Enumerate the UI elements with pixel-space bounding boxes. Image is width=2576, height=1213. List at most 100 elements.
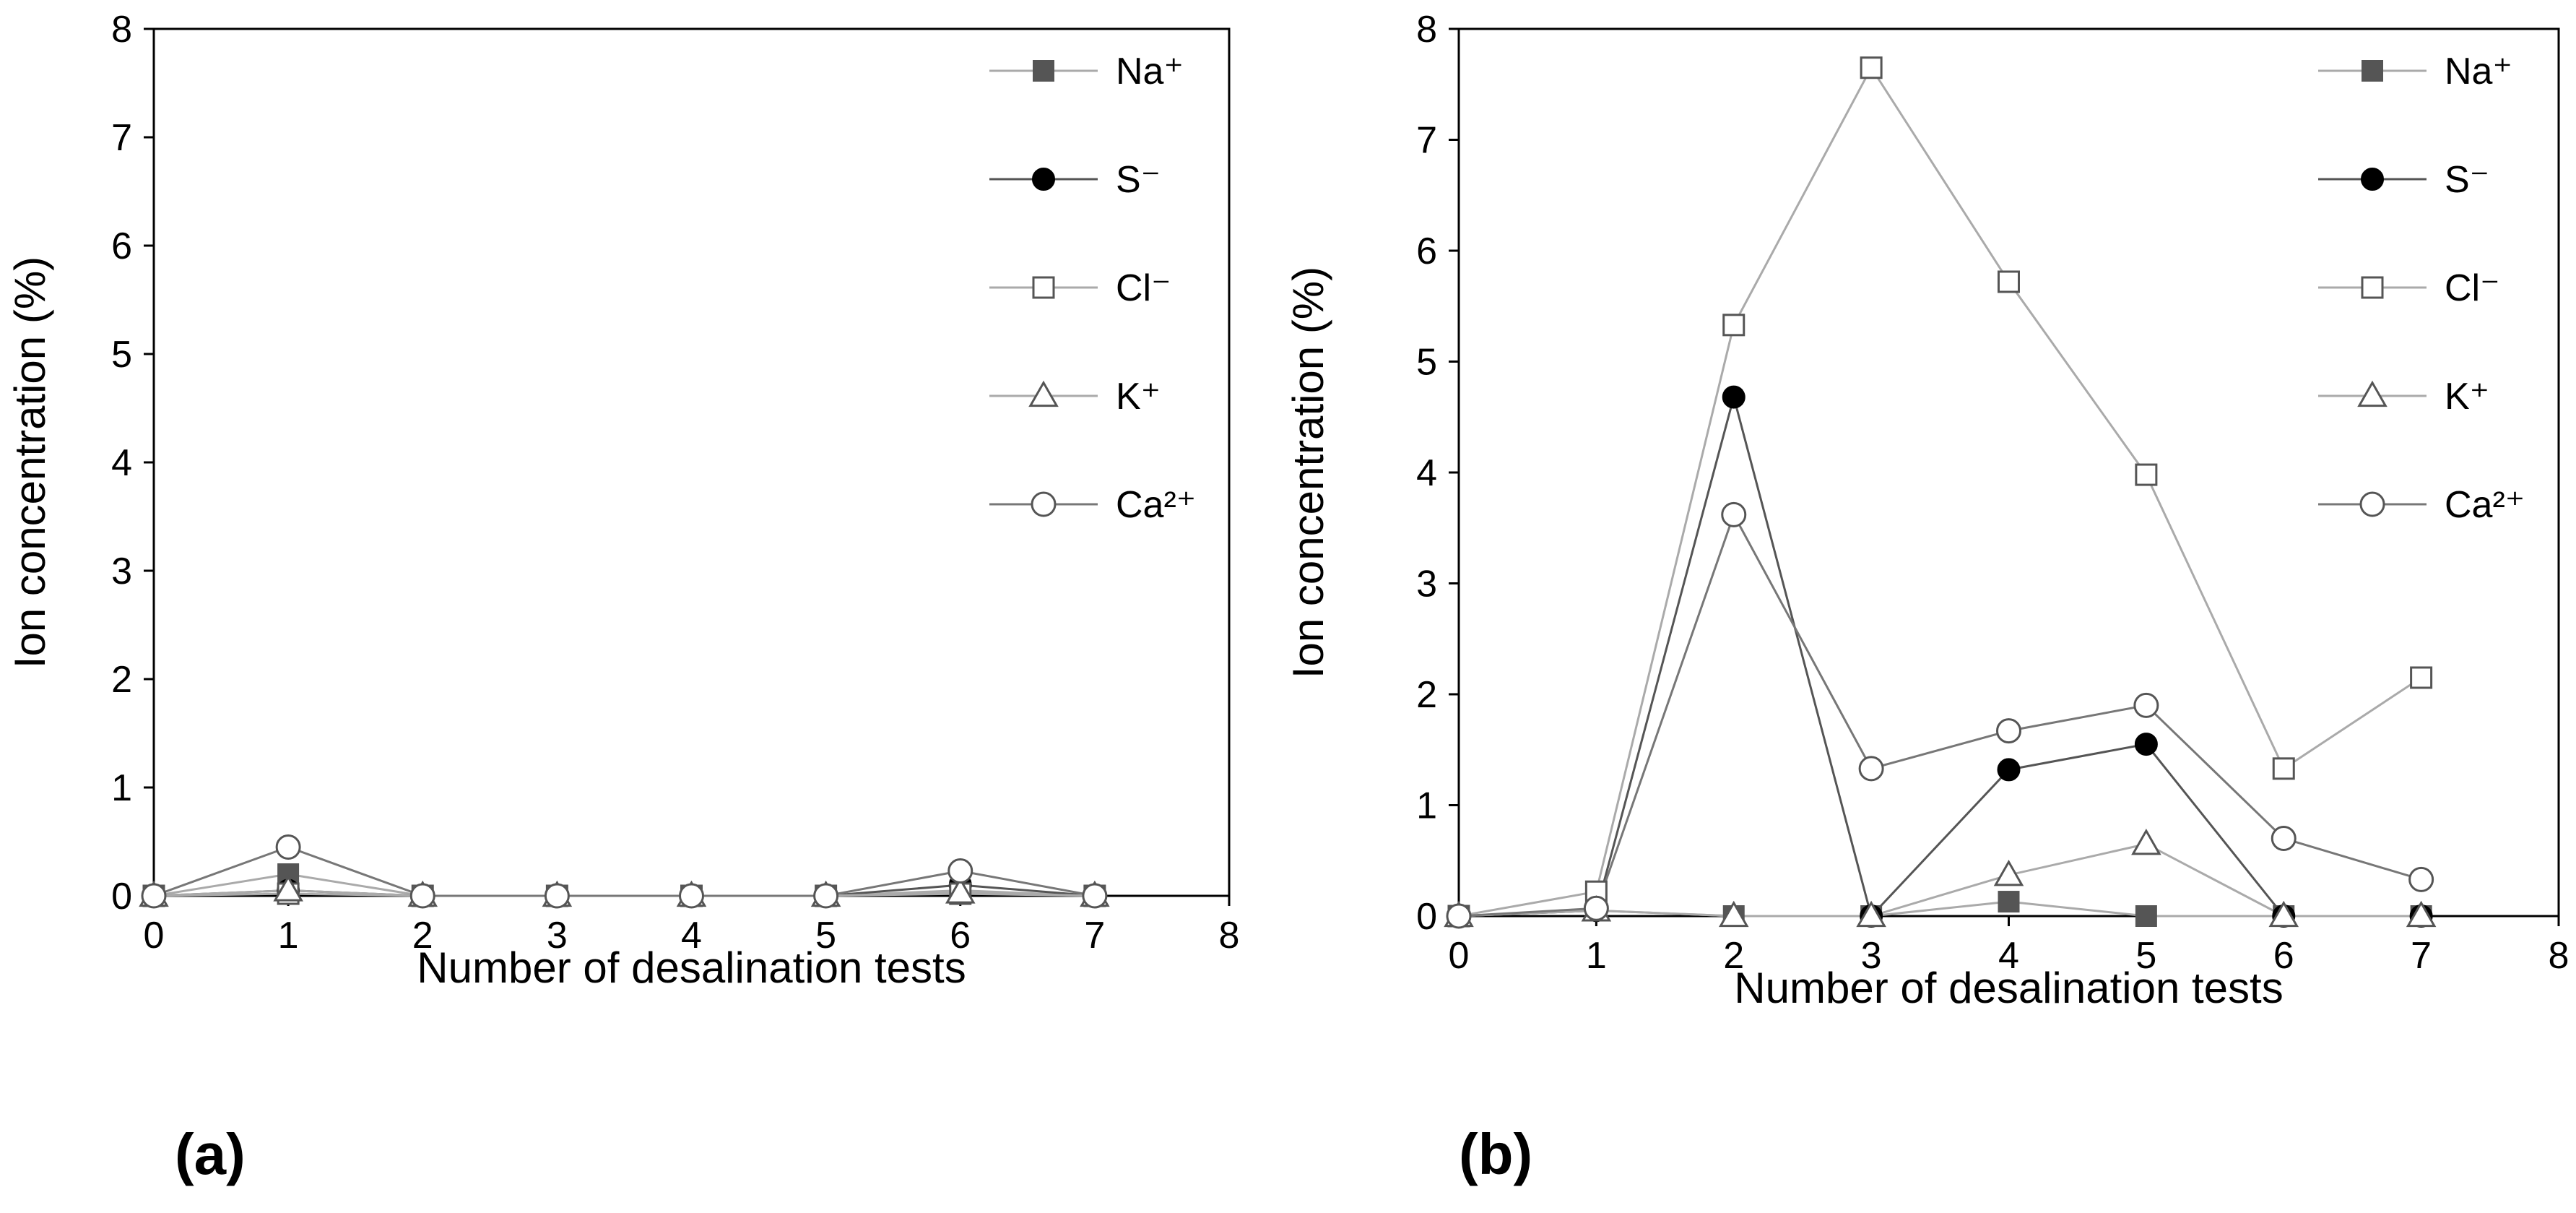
data-point	[1721, 501, 1747, 527]
y-tick-label: 5	[1416, 342, 1437, 384]
y-tick-label: 8	[1416, 9, 1437, 51]
panel-label: (a)	[175, 1122, 246, 1186]
legend-marker	[2361, 168, 2384, 191]
legend-marker	[2357, 380, 2388, 407]
data-point	[2133, 692, 2159, 718]
series-line-1	[1458, 392, 2421, 918]
series-line-4	[153, 845, 1096, 897]
data-point	[1996, 718, 2021, 744]
legend-label: Ca²⁺	[1116, 484, 1196, 526]
y-tick-label: 0	[111, 876, 132, 918]
series-line-3	[1458, 842, 2421, 918]
x-axis-title: Number of desalination tests	[417, 944, 966, 992]
data-point	[947, 858, 973, 884]
x-tick-label: 1	[278, 915, 299, 957]
legend-marker	[1032, 276, 1055, 299]
x-tick-label: 6	[2273, 935, 2294, 977]
data-point	[2135, 463, 2158, 486]
legend-marker	[1032, 168, 1055, 191]
x-tick-label: 8	[2549, 935, 2570, 977]
y-tick-label: 3	[111, 551, 132, 592]
data-point	[1998, 891, 2020, 913]
y-tick-label: 8	[111, 9, 132, 51]
chart-panel-a: 0 1 2 3 4 5 6 7 8 0 1 2 3 4 5 6 7 8 Number of desalination…	[6, 9, 1239, 1186]
x-tick-label: 3	[547, 915, 568, 957]
y-tick-label: 1	[1416, 785, 1437, 827]
x-tick-label: 2	[412, 915, 433, 957]
data-point	[2271, 826, 2297, 852]
y-tick-label: 7	[111, 117, 132, 159]
y-tick-label: 4	[1416, 452, 1437, 494]
x-tick-label: 4	[1998, 935, 2019, 977]
y-axis-title: Ion concentration (%)	[1284, 267, 1332, 678]
y-axis-title: Ion concentration (%)	[6, 256, 54, 668]
legend-marker	[2362, 60, 2383, 82]
data-point	[2268, 900, 2299, 928]
legend-label: Na⁺	[2445, 51, 2512, 92]
data-point	[1718, 900, 1749, 928]
x-axis-title: Number of desalination tests	[1734, 964, 2283, 1012]
legend-label: Cl⁻	[2445, 267, 2500, 309]
y-tick-label: 1	[111, 767, 132, 809]
y-tick-label: 0	[1416, 896, 1437, 938]
x-tick-label: 4	[681, 915, 702, 957]
y-tick-label: 4	[111, 442, 132, 484]
x-tick-label: 2	[1723, 935, 1744, 977]
legend-label: Na⁺	[1116, 51, 1184, 92]
data-point	[945, 877, 976, 904]
plot-frame	[152, 27, 1231, 897]
x-tick-label: 5	[815, 915, 836, 957]
data-point	[2406, 900, 2437, 928]
x-tick-label: 5	[2135, 935, 2156, 977]
x-tick-label: 3	[1861, 935, 1882, 977]
data-point	[1858, 756, 1884, 782]
data-point	[2410, 666, 2433, 689]
data-point	[275, 834, 301, 860]
y-tick-label: 6	[111, 225, 132, 267]
data-point	[2408, 866, 2434, 892]
legend-label: Cl⁻	[1116, 267, 1171, 309]
data-point	[2272, 757, 2295, 780]
x-tick-label: 0	[1449, 935, 1470, 977]
data-point	[1856, 900, 1886, 928]
data-point	[2134, 733, 2158, 756]
legend-label: S⁻	[1116, 159, 1161, 201]
data-point	[1082, 883, 1108, 909]
data-point	[2135, 905, 2157, 927]
data-point	[1446, 903, 1472, 929]
legend-marker	[1028, 380, 1059, 407]
y-tick-label: 6	[1416, 230, 1437, 272]
legend-marker	[2359, 491, 2385, 517]
data-point	[544, 883, 570, 909]
panel-label: (b)	[1459, 1122, 1532, 1186]
data-point	[813, 883, 839, 909]
legend-label: K⁺	[1116, 376, 1161, 418]
legend-label: K⁺	[2445, 376, 2489, 418]
y-tick-label: 7	[1416, 120, 1437, 162]
data-point	[1722, 314, 1745, 337]
data-point	[679, 883, 704, 909]
legend-label: Ca²⁺	[2445, 484, 2525, 526]
x-tick-label: 6	[950, 915, 971, 957]
x-tick-label: 8	[1219, 915, 1240, 957]
data-point	[1998, 270, 2020, 293]
data-point	[1860, 56, 1883, 79]
plot-frame	[1457, 27, 2560, 918]
legend-marker	[2361, 276, 2384, 299]
chart-panel-b: 0 1 2 3 4 5 6 7 8 0 1 2 3 4 5 6 7 8 Number of desalination…	[1284, 9, 2569, 1186]
legend-label: S⁻	[2445, 159, 2489, 201]
x-tick-label: 1	[1586, 935, 1607, 977]
data-point	[1993, 859, 2024, 886]
y-tick-label: 2	[1416, 674, 1437, 716]
y-tick-label: 2	[111, 659, 132, 701]
data-point	[1583, 895, 1609, 921]
series-line-4	[1458, 511, 2422, 918]
data-point	[1722, 385, 1745, 409]
x-tick-label: 0	[144, 915, 165, 957]
data-point	[409, 883, 435, 909]
x-tick-label: 7	[2411, 935, 2432, 977]
legend-marker	[1033, 60, 1054, 82]
legend-marker	[1031, 491, 1057, 517]
series-line-2	[1458, 65, 2422, 918]
y-tick-label: 3	[1416, 564, 1437, 605]
